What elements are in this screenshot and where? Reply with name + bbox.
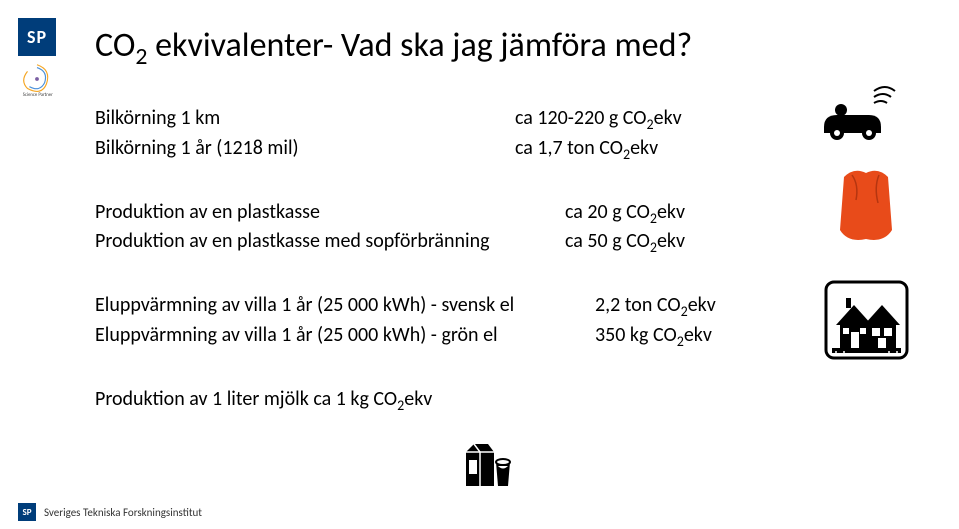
sp-logo-box: SP — [18, 18, 56, 56]
footer-text: Sveriges Tekniska Forskningsinstitut — [44, 506, 202, 519]
milk-carton-icon — [460, 438, 515, 493]
sp-logo-text: SP — [27, 26, 47, 48]
svg-text:Science Partner: Science Partner — [23, 92, 53, 98]
slide-title: CO2 ekvivalenter- Vad ska jag jämföra me… — [95, 25, 919, 71]
block-driving: Bilkörning 1 km ca 120-220 g CO2ekv Bilk… — [95, 105, 919, 165]
sp-logo: SP Science Partner — [18, 18, 78, 103]
heating-swedish-label: Eluppvärmning av villa 1 år (25 000 kWh)… — [95, 292, 595, 322]
science-partner-swirl-icon: Science Partner — [18, 60, 56, 98]
driving-1km-label: Bilkörning 1 km — [95, 105, 515, 135]
block-heating: Eluppvärmning av villa 1 år (25 000 kWh)… — [95, 292, 919, 352]
title-pre: CO — [95, 25, 135, 66]
slide-content: CO2 ekvivalenter- Vad ska jag jämföra me… — [95, 25, 919, 450]
plastic-bag-icon — [834, 165, 899, 245]
car-exhaust-icon — [819, 85, 899, 145]
footer-logo: SP Sveriges Tekniska Forskningsinstitut — [18, 503, 202, 521]
footer-sp-box: SP — [18, 503, 36, 521]
plastic-prod-label: Produktion av en plastkasse — [95, 199, 565, 229]
driving-1yr-label: Bilkörning 1 år (1218 mil) — [95, 135, 515, 165]
title-post: ekvivalenter- Vad ska jag jämföra med? — [147, 25, 692, 66]
plastic-burn-label: Produktion av en plastkasse med sopförbr… — [95, 228, 565, 258]
block-plasticbag: Produktion av en plastkasse ca 20 g CO2e… — [95, 199, 919, 259]
heating-green-label: Eluppvärmning av villa 1 år (25 000 kWh)… — [95, 322, 595, 352]
title-sub: 2 — [135, 42, 147, 71]
block-milk: Produktion av 1 liter mjölk ca 1 kg CO2e… — [95, 386, 919, 416]
house-icon — [824, 280, 909, 360]
